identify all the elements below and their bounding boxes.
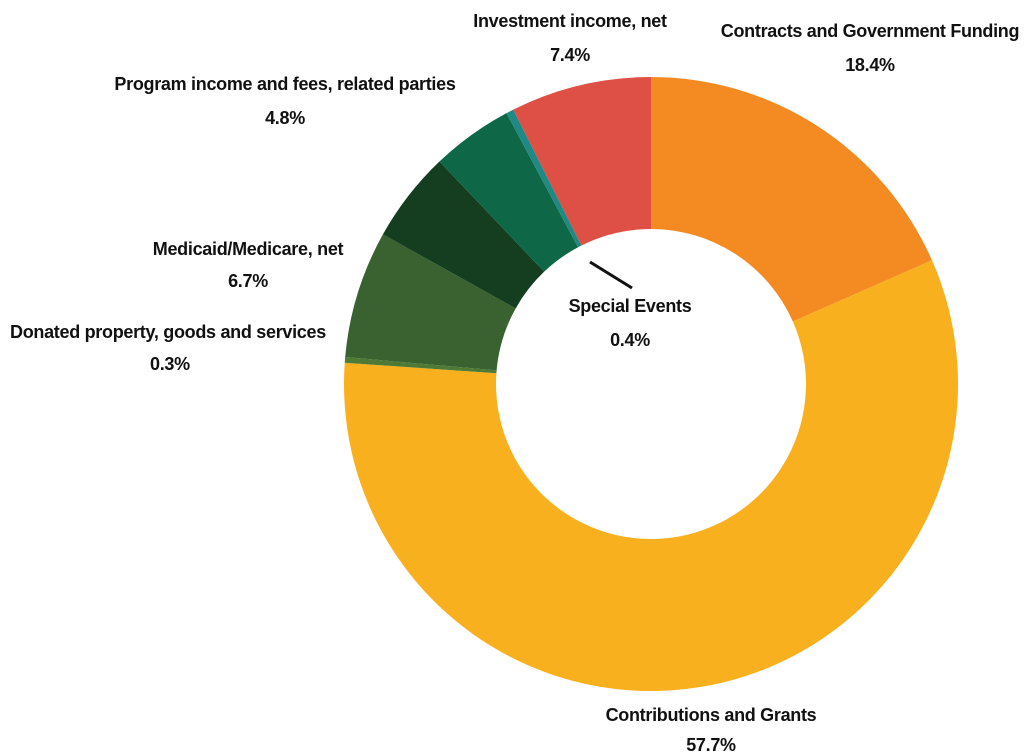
slice-contracts-and-government-funding	[651, 77, 932, 322]
label-special-events: Special Events 0.4%	[560, 295, 700, 351]
label-program-income-name: Program income and fees, related parties	[114, 74, 456, 94]
label-program-income-pct: 4.8%	[265, 108, 305, 128]
label-donated-property-pct: 0.3%	[150, 354, 190, 374]
label-program-income: Program income and fees, related parties…	[100, 73, 470, 129]
label-contracts-government-pct: 18.4%	[845, 55, 895, 75]
label-medicaid-medicare-pct: 6.7%	[228, 271, 268, 291]
slice-special-events	[506, 109, 582, 248]
label-contributions-grants: Contributions and Grants 57.7%	[580, 704, 842, 756]
label-special-events-pct: 0.4%	[610, 330, 650, 350]
label-investment-income-pct: 7.4%	[550, 45, 590, 65]
slice-investment-income-net	[513, 77, 651, 246]
label-contracts-government-name: Contracts and Government Funding	[720, 21, 1020, 41]
slice-program-income-and-fees-related-parties-second-segment	[439, 113, 579, 272]
donut-slices	[343, 77, 958, 691]
label-special-events-name: Special Events	[568, 296, 692, 316]
label-medicaid-medicare: Medicaid/Medicare, net 6.7%	[138, 238, 358, 292]
label-investment-income: Investment income, net 7.4%	[470, 10, 670, 66]
label-contributions-grants-name: Contributions and Grants	[605, 705, 817, 725]
label-donated-property-name: Donated property, goods and services	[10, 322, 326, 342]
label-investment-income-name: Investment income, net	[473, 11, 667, 31]
label-donated-property: Donated property, goods and services 0.3…	[10, 321, 336, 375]
slice-medicaid-medicare-net	[345, 234, 516, 371]
slice-program-income-and-fees-related-parties	[382, 161, 545, 309]
slice-donated-property-goods-and-services	[344, 357, 497, 374]
slice-contributions-and-grants	[343, 260, 958, 691]
label-contracts-government: Contracts and Government Funding 18.4%	[716, 20, 1024, 76]
label-medicaid-medicare-name: Medicaid/Medicare, net	[152, 239, 344, 259]
label-contributions-grants-pct: 57.7%	[686, 735, 736, 755]
special-events-leader-line	[589, 260, 633, 290]
